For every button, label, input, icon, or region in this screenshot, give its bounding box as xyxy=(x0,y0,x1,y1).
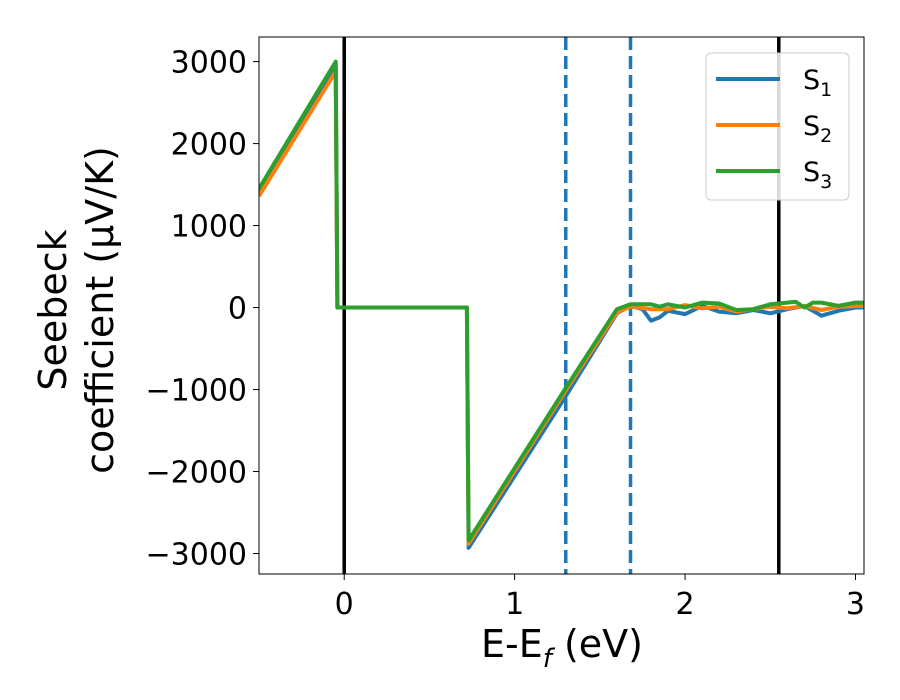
y-tick-label: −3000 xyxy=(146,538,247,573)
x-axis-ticks: 0 1 2 3 xyxy=(335,574,865,622)
y-tick-label: −1000 xyxy=(146,374,247,409)
y-axis-ticks: −3000 −2000 −1000 0 1000 2000 3000 xyxy=(146,46,259,573)
y-axis-title-line2: coefficient (μV/K) xyxy=(78,146,122,474)
y-tick-label: −2000 xyxy=(146,456,247,491)
legend-label-s1: S1 xyxy=(803,65,832,101)
series-line-s3 xyxy=(259,59,864,543)
x-tick-label: 0 xyxy=(335,587,354,622)
x-axis-title-main: E-E xyxy=(481,622,543,666)
x-axis-title-tail: (eV) xyxy=(552,622,643,666)
x-axis-title: E-Ef (eV) xyxy=(481,622,643,674)
series-lines xyxy=(259,59,864,550)
x-tick-label: 2 xyxy=(676,587,695,622)
y-tick-label: 2000 xyxy=(171,128,247,163)
y-axis-title: Seebeck coefficient (μV/K) xyxy=(31,146,122,474)
y-tick-label: 3000 xyxy=(171,46,247,81)
legend-label-s2: S2 xyxy=(803,111,832,147)
axes-frame xyxy=(258,36,865,575)
y-axis-title-line1: Seebeck xyxy=(31,229,75,390)
legend-label-s3: S3 xyxy=(803,157,832,193)
y-tick-label: 1000 xyxy=(171,210,247,245)
legend: S1 S2 S3 xyxy=(705,52,850,201)
x-tick-label: 1 xyxy=(505,587,524,622)
x-tick-label: 3 xyxy=(846,587,865,622)
y-tick-label: 0 xyxy=(228,292,247,327)
